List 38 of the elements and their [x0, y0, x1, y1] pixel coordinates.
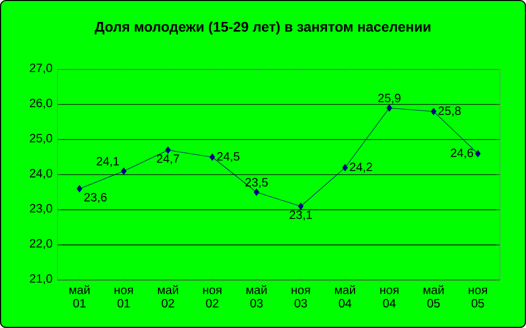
- point: [120, 168, 127, 175]
- data-label: 24,6: [450, 148, 474, 159]
- y-tick-label: 24,0: [30, 168, 52, 179]
- point: [210, 154, 216, 161]
- y-tick-label: 26,0: [30, 98, 52, 109]
- point: [254, 188, 260, 196]
- y-tick-label: 25,0: [30, 134, 52, 144]
- data-label: 23,6: [84, 192, 107, 203]
- x-tick-label: ноя 02: [203, 288, 222, 308]
- point: [430, 108, 436, 116]
- point: [76, 185, 82, 192]
- data-label: 24,2: [350, 162, 372, 173]
- point: [386, 104, 392, 112]
- data-label: 25,8: [438, 106, 461, 116]
- x-tick-label: ноя 04: [380, 288, 398, 308]
- data-label: 24,1: [96, 156, 119, 167]
- x-tick-label: май 02: [158, 285, 178, 308]
- x-tick-label: май 04: [335, 285, 356, 308]
- x-tick-label: ноя 03: [292, 288, 310, 308]
- x-tick-label: май 01: [69, 285, 90, 308]
- data-label: 23,5: [245, 178, 268, 188]
- data-label: 24,7: [156, 154, 180, 164]
- point: [342, 164, 348, 172]
- x-tick-label: май 05: [424, 285, 444, 308]
- point: [165, 146, 171, 154]
- chart-title: Доля молодежи (15-29 лет) в занятом населении: [94, 21, 430, 35]
- data-label: 24,5: [217, 152, 240, 162]
- point: [298, 202, 304, 210]
- y-tick-label: 21,0: [30, 274, 52, 284]
- point: [475, 150, 481, 158]
- x-tick-label: ноя 01: [114, 288, 133, 308]
- y-tick-label: 27,0: [30, 64, 52, 74]
- y-tick-label: 22,0: [30, 239, 52, 250]
- data-label: 23,1: [290, 210, 312, 220]
- x-tick-label: май 03: [246, 285, 267, 308]
- y-tick-label: 23,0: [30, 204, 52, 214]
- data-label: 25,9: [378, 94, 400, 104]
- x-tick-label: ноя 05: [468, 288, 487, 308]
